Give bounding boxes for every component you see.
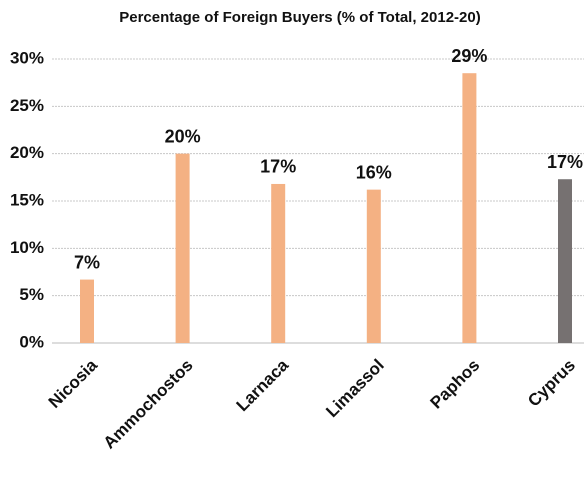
bar bbox=[80, 279, 94, 343]
data-label: 17% bbox=[547, 152, 583, 172]
x-tick-label: Nicosia bbox=[45, 355, 102, 412]
data-label: 17% bbox=[260, 157, 296, 177]
bar bbox=[558, 179, 572, 343]
data-label: 7% bbox=[74, 252, 100, 272]
data-label: 20% bbox=[165, 126, 201, 146]
bar bbox=[175, 153, 190, 343]
y-tick-label: 20% bbox=[10, 143, 44, 162]
y-tick-label: 5% bbox=[19, 285, 44, 304]
bar bbox=[366, 189, 381, 343]
y-tick-label: 30% bbox=[10, 48, 44, 67]
x-tick-label: Limassol bbox=[322, 356, 388, 422]
y-tick-label: 25% bbox=[10, 96, 44, 115]
x-tick-label: Ammochostos bbox=[100, 356, 197, 453]
y-tick-label: 15% bbox=[10, 190, 44, 209]
chart-title: Percentage of Foreign Buyers (% of Total… bbox=[119, 9, 480, 26]
data-label: 29% bbox=[451, 46, 487, 66]
x-tick-label: Larnaca bbox=[233, 355, 293, 415]
y-tick-label: 10% bbox=[10, 238, 44, 257]
x-tick-label: Paphos bbox=[427, 356, 484, 413]
x-tick-label: Cyprus bbox=[524, 356, 579, 411]
bar bbox=[271, 183, 286, 343]
bar bbox=[462, 73, 477, 343]
data-label: 16% bbox=[356, 162, 392, 182]
y-tick-label: 0% bbox=[19, 332, 44, 351]
